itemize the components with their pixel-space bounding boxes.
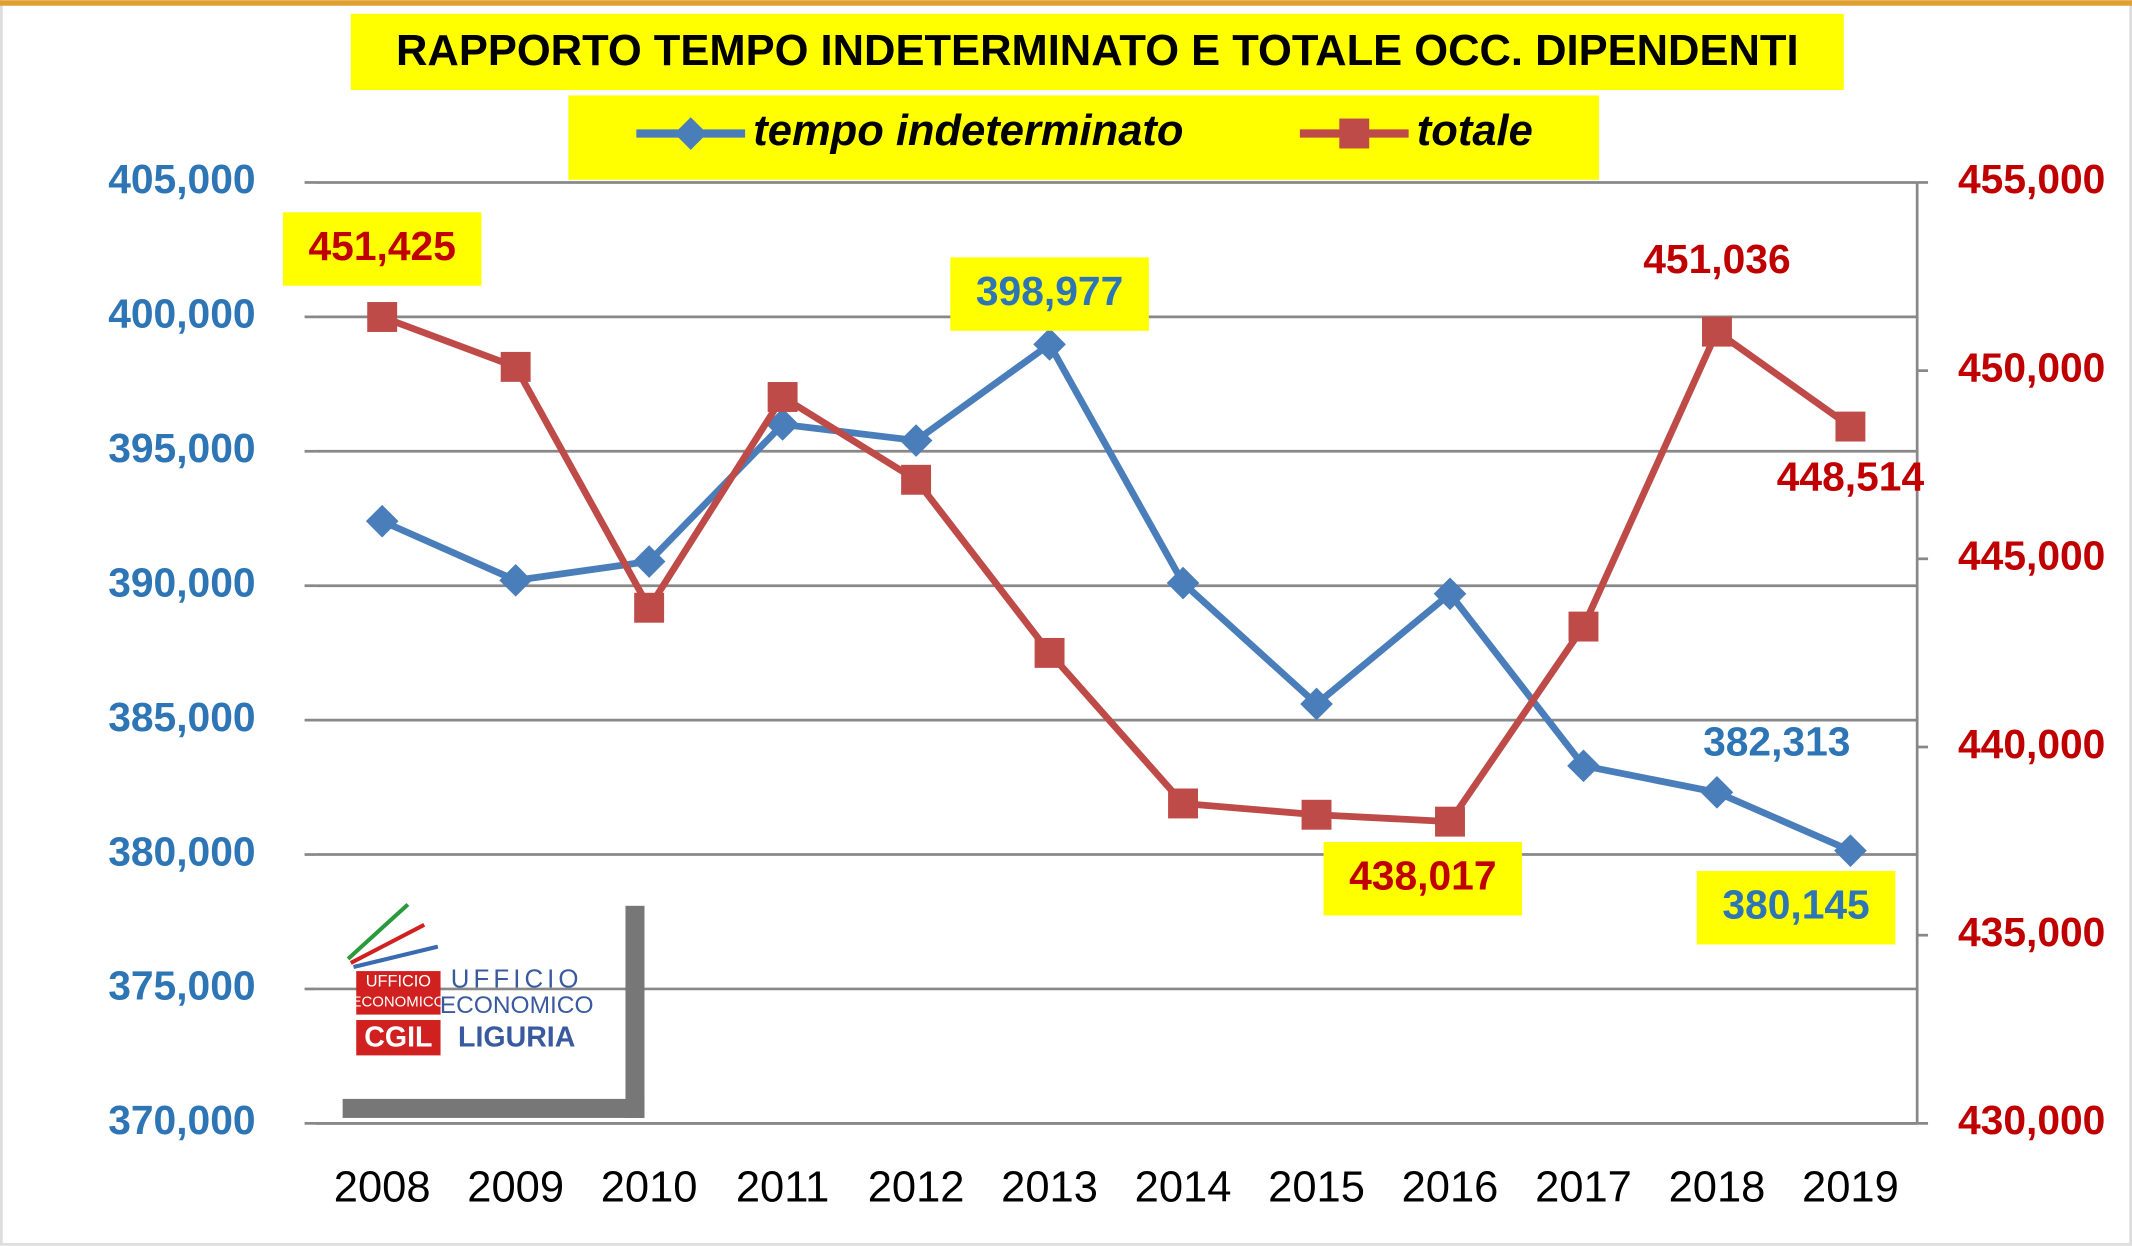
- data-label: 380,145: [1722, 882, 1869, 928]
- logo-box: [356, 1020, 441, 1056]
- marker: [1166, 566, 1200, 600]
- marker: [1301, 799, 1332, 830]
- marker: [634, 592, 665, 623]
- y2-tick-label: 430,000: [1958, 1097, 2105, 1143]
- x-tick-label: 2017: [1535, 1163, 1632, 1211]
- marker: [1435, 806, 1465, 837]
- x-tick-label: 2010: [601, 1163, 698, 1211]
- x-tick-label: 2012: [868, 1163, 965, 1211]
- marker: [365, 504, 399, 538]
- series-line: [380, 313, 1853, 826]
- marker: [500, 351, 531, 382]
- y-tick-label: 380,000: [108, 828, 255, 874]
- y-tick-label: 405,000: [108, 156, 255, 202]
- marker: [901, 464, 932, 495]
- logo-stroke: [353, 944, 439, 969]
- x-tick-label: 2019: [1802, 1163, 1899, 1211]
- y2-tick-label: 435,000: [1958, 909, 2105, 955]
- x-tick-label: 2011: [736, 1163, 830, 1211]
- logo-text: UFFICIO: [366, 972, 431, 990]
- label-box: [950, 257, 1149, 331]
- marker: [1033, 328, 1066, 361]
- marker: [1433, 577, 1467, 611]
- chart-title: RAPPORTO TEMPO INDETERMINATO E TOTALE OC…: [396, 27, 1799, 75]
- marker: [367, 302, 398, 332]
- logo-text: UFFICIO: [451, 965, 583, 993]
- x-tick-label: 2008: [334, 1163, 431, 1211]
- marker: [767, 382, 798, 412]
- marker: [1701, 316, 1732, 347]
- data-label: 382,313: [1703, 719, 1850, 765]
- data-label: 398,977: [976, 268, 1123, 314]
- data-label: 451,425: [308, 223, 455, 269]
- marker: [766, 408, 799, 441]
- marker: [899, 424, 933, 457]
- logo-bar: [342, 1098, 645, 1118]
- marker: [1168, 788, 1199, 819]
- y-tick-label: 370,000: [108, 1097, 255, 1143]
- y-tick-label: 390,000: [108, 559, 255, 605]
- logo: UFFICIO ECONOMICO UFFICIO ECONOMICO CGIL…: [342, 902, 645, 1118]
- legend-label: totale: [1417, 107, 1533, 155]
- data-label: 451,036: [1643, 236, 1790, 282]
- data-label: 448,514: [1777, 453, 1925, 499]
- logo-stroke: [349, 923, 426, 965]
- marker: [1034, 637, 1065, 668]
- y2-tick-label: 440,000: [1958, 721, 2105, 767]
- logo-bar: [625, 905, 645, 1118]
- x-tick-label: 2013: [1001, 1163, 1098, 1211]
- x-tick-label: 2014: [1135, 1163, 1232, 1211]
- legend-marker: [1339, 118, 1370, 149]
- y-tick-label: 385,000: [108, 694, 255, 740]
- marker: [1567, 749, 1600, 783]
- y2-tick-label: 445,000: [1958, 533, 2105, 579]
- y-tick-label: 395,000: [108, 425, 255, 471]
- title-box: [350, 13, 1844, 91]
- y-tick-label: 375,000: [108, 963, 255, 1009]
- x-tick-label: 2009: [467, 1163, 564, 1211]
- logo-text: ECONOMICO: [440, 992, 594, 1019]
- logo-text: LIGURIA: [458, 1022, 575, 1054]
- logo-text: CGIL: [364, 1022, 432, 1054]
- y-tick-label: 400,000: [108, 291, 255, 337]
- logo-text: ECONOMICO: [351, 993, 445, 1010]
- y2-tick-label: 455,000: [1958, 156, 2105, 202]
- label-box: [1323, 842, 1523, 916]
- label-box: [282, 212, 482, 286]
- y2-tick-label: 450,000: [1958, 344, 2105, 390]
- marker: [1835, 411, 1866, 442]
- x-tick-label: 2016: [1402, 1163, 1499, 1211]
- marker: [499, 564, 532, 597]
- logo-box: [356, 971, 441, 1015]
- marker: [1300, 687, 1333, 721]
- data-label: 438,017: [1349, 853, 1496, 899]
- x-tick-label: 2015: [1268, 1163, 1365, 1211]
- marker: [1568, 611, 1599, 642]
- x-tick-label: 2018: [1669, 1163, 1766, 1211]
- label-box: [1696, 871, 1896, 945]
- legend-label: tempo indeterminato: [753, 107, 1183, 155]
- logo-stroke: [346, 902, 410, 961]
